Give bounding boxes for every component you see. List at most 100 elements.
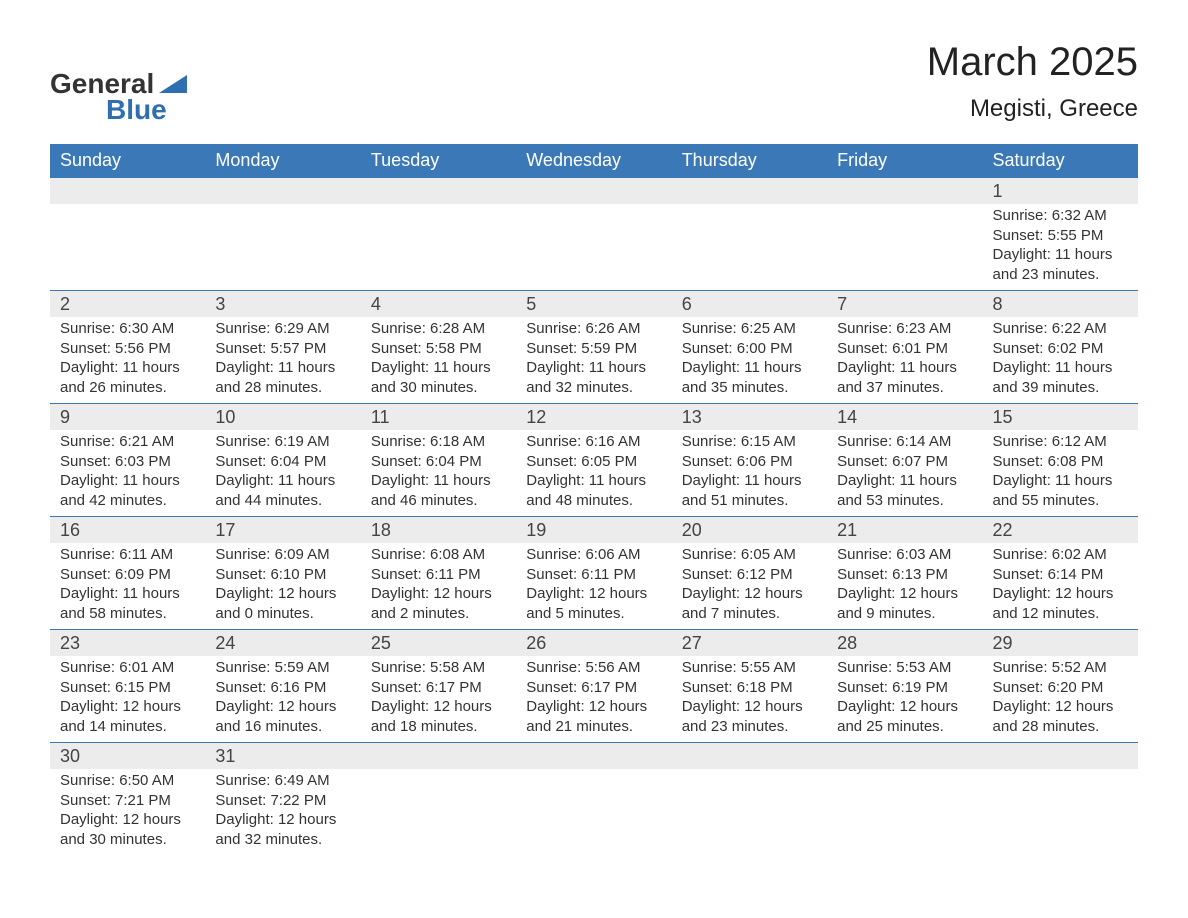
title-location: Megisti, Greece (927, 95, 1138, 123)
day-cell-num (516, 178, 671, 205)
day-details: Sunrise: 5:52 AMSunset: 6:20 PMDaylight:… (983, 656, 1138, 742)
day-details: Sunrise: 6:11 AMSunset: 6:09 PMDaylight:… (50, 543, 205, 629)
day-details: Sunrise: 5:55 AMSunset: 6:18 PMDaylight:… (672, 656, 827, 742)
day-cell-details (516, 769, 671, 855)
logo: General Blue (50, 68, 187, 126)
day-cell-num: 30 (50, 743, 205, 770)
day-cell-num: 12 (516, 404, 671, 431)
daynum-row: 2345678 (50, 291, 1138, 318)
day-number: 29 (983, 630, 1138, 656)
day-cell-num: 1 (983, 178, 1138, 205)
day-cell-details: Sunrise: 6:18 AMSunset: 6:04 PMDaylight:… (361, 430, 516, 517)
day-cell-details: Sunrise: 6:09 AMSunset: 6:10 PMDaylight:… (205, 543, 360, 630)
day-number: 6 (672, 291, 827, 317)
day-number: 31 (205, 743, 360, 769)
day-cell-num: 2 (50, 291, 205, 318)
day-cell-num: 7 (827, 291, 982, 318)
day-details: Sunrise: 6:30 AMSunset: 5:56 PMDaylight:… (50, 317, 205, 403)
day-details: Sunrise: 6:02 AMSunset: 6:14 PMDaylight:… (983, 543, 1138, 629)
day-number: 11 (361, 404, 516, 430)
day-cell-details (50, 204, 205, 291)
day-cell-details: Sunrise: 6:50 AMSunset: 7:21 PMDaylight:… (50, 769, 205, 855)
day-cell-num (205, 178, 360, 205)
day-details: Sunrise: 5:59 AMSunset: 6:16 PMDaylight:… (205, 656, 360, 742)
day-details: Sunrise: 6:06 AMSunset: 6:11 PMDaylight:… (516, 543, 671, 629)
day-cell-num: 3 (205, 291, 360, 318)
day-details: Sunrise: 6:15 AMSunset: 6:06 PMDaylight:… (672, 430, 827, 516)
day-cell-num: 14 (827, 404, 982, 431)
day-cell-details: Sunrise: 6:22 AMSunset: 6:02 PMDaylight:… (983, 317, 1138, 404)
day-header: Saturday (983, 144, 1138, 178)
header: General Blue March 2025 Megisti, Greece (50, 40, 1138, 126)
day-cell-details (827, 204, 982, 291)
day-cell-details: Sunrise: 5:58 AMSunset: 6:17 PMDaylight:… (361, 656, 516, 743)
day-number: 1 (983, 178, 1138, 204)
logo-triangle-icon (159, 75, 187, 93)
day-number: 19 (516, 517, 671, 543)
day-cell-details: Sunrise: 5:56 AMSunset: 6:17 PMDaylight:… (516, 656, 671, 743)
day-details: Sunrise: 6:28 AMSunset: 5:58 PMDaylight:… (361, 317, 516, 403)
day-number: 20 (672, 517, 827, 543)
day-cell-details: Sunrise: 6:11 AMSunset: 6:09 PMDaylight:… (50, 543, 205, 630)
day-details: Sunrise: 6:26 AMSunset: 5:59 PMDaylight:… (516, 317, 671, 403)
day-cell-num (516, 743, 671, 770)
day-header: Friday (827, 144, 982, 178)
day-cell-details (205, 204, 360, 291)
day-cell-details (361, 769, 516, 855)
day-cell-details: Sunrise: 6:21 AMSunset: 6:03 PMDaylight:… (50, 430, 205, 517)
day-cell-details: Sunrise: 6:26 AMSunset: 5:59 PMDaylight:… (516, 317, 671, 404)
day-header-row: Sunday Monday Tuesday Wednesday Thursday… (50, 144, 1138, 178)
day-cell-num (672, 743, 827, 770)
day-cell-details: Sunrise: 5:53 AMSunset: 6:19 PMDaylight:… (827, 656, 982, 743)
day-cell-num: 22 (983, 517, 1138, 544)
day-cell-details: Sunrise: 5:59 AMSunset: 6:16 PMDaylight:… (205, 656, 360, 743)
details-row: Sunrise: 6:32 AMSunset: 5:55 PMDaylight:… (50, 204, 1138, 291)
day-number: 25 (361, 630, 516, 656)
day-number: 22 (983, 517, 1138, 543)
day-details: Sunrise: 6:22 AMSunset: 6:02 PMDaylight:… (983, 317, 1138, 403)
day-details: Sunrise: 6:29 AMSunset: 5:57 PMDaylight:… (205, 317, 360, 403)
day-details: Sunrise: 6:49 AMSunset: 7:22 PMDaylight:… (205, 769, 360, 855)
daynum-row: 23242526272829 (50, 630, 1138, 657)
day-cell-num (361, 178, 516, 205)
day-cell-details: Sunrise: 6:05 AMSunset: 6:12 PMDaylight:… (672, 543, 827, 630)
day-header: Thursday (672, 144, 827, 178)
title-block: March 2025 Megisti, Greece (927, 40, 1138, 123)
day-cell-num: 17 (205, 517, 360, 544)
day-cell-details: Sunrise: 5:52 AMSunset: 6:20 PMDaylight:… (983, 656, 1138, 743)
day-details: Sunrise: 6:01 AMSunset: 6:15 PMDaylight:… (50, 656, 205, 742)
day-details: Sunrise: 6:05 AMSunset: 6:12 PMDaylight:… (672, 543, 827, 629)
day-cell-num: 9 (50, 404, 205, 431)
day-cell-details: Sunrise: 6:03 AMSunset: 6:13 PMDaylight:… (827, 543, 982, 630)
day-number: 9 (50, 404, 205, 430)
day-cell-num: 19 (516, 517, 671, 544)
day-cell-num: 23 (50, 630, 205, 657)
day-cell-details: Sunrise: 6:49 AMSunset: 7:22 PMDaylight:… (205, 769, 360, 855)
day-cell-num (361, 743, 516, 770)
day-cell-num: 16 (50, 517, 205, 544)
day-cell-details: Sunrise: 5:55 AMSunset: 6:18 PMDaylight:… (672, 656, 827, 743)
day-number: 7 (827, 291, 982, 317)
day-cell-num: 11 (361, 404, 516, 431)
day-details: Sunrise: 6:23 AMSunset: 6:01 PMDaylight:… (827, 317, 982, 403)
daynum-row: 3031 (50, 743, 1138, 770)
day-details: Sunrise: 6:09 AMSunset: 6:10 PMDaylight:… (205, 543, 360, 629)
day-cell-num: 15 (983, 404, 1138, 431)
day-number: 28 (827, 630, 982, 656)
day-cell-num: 5 (516, 291, 671, 318)
day-cell-details (827, 769, 982, 855)
day-cell-details: Sunrise: 6:30 AMSunset: 5:56 PMDaylight:… (50, 317, 205, 404)
day-header: Wednesday (516, 144, 671, 178)
day-details: Sunrise: 6:32 AMSunset: 5:55 PMDaylight:… (983, 204, 1138, 290)
day-cell-details (672, 204, 827, 291)
day-cell-num: 8 (983, 291, 1138, 318)
day-cell-details (672, 769, 827, 855)
day-cell-details (983, 769, 1138, 855)
day-cell-details (516, 204, 671, 291)
day-number: 15 (983, 404, 1138, 430)
day-cell-num: 26 (516, 630, 671, 657)
day-header: Monday (205, 144, 360, 178)
day-cell-num: 13 (672, 404, 827, 431)
details-row: Sunrise: 6:21 AMSunset: 6:03 PMDaylight:… (50, 430, 1138, 517)
day-details: Sunrise: 6:08 AMSunset: 6:11 PMDaylight:… (361, 543, 516, 629)
